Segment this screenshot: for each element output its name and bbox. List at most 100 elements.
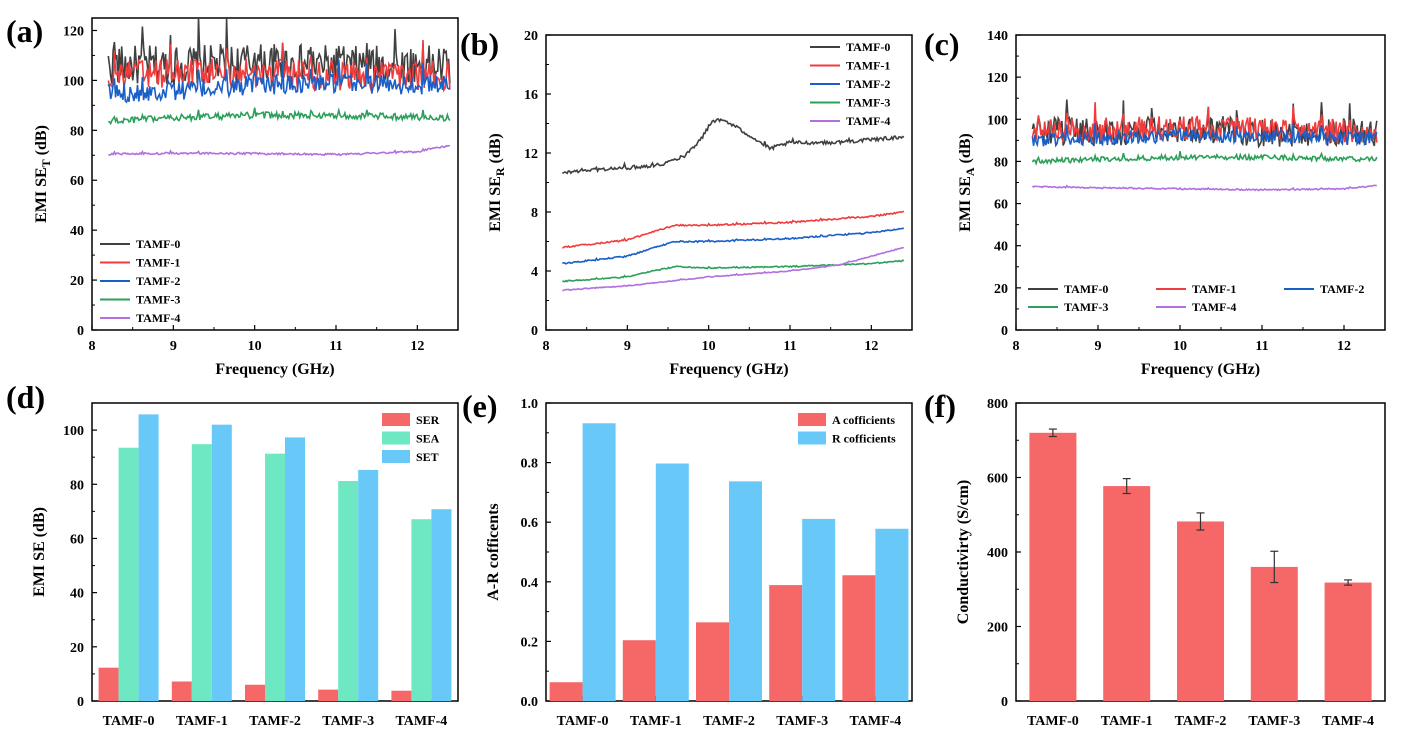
y-tick-label: 800 xyxy=(987,397,1008,412)
legend-label: TAMF-2 xyxy=(1320,282,1364,296)
series-line-tamf-3 xyxy=(562,259,905,283)
panel-label: (c) xyxy=(924,26,960,62)
legend-label: TAMF-0 xyxy=(1064,282,1108,296)
x-tick-label: TAMF-1 xyxy=(630,714,682,729)
x-tick-label: TAMF-2 xyxy=(703,714,755,729)
bar xyxy=(191,444,212,701)
x-tick-label: TAMF-4 xyxy=(1322,714,1374,729)
y-tick-label: 100 xyxy=(987,113,1008,128)
y-tick-label: 80 xyxy=(70,478,84,493)
y-axis-label: A-R cofficents xyxy=(485,503,502,600)
y-tick-label: 16 xyxy=(524,88,538,103)
bar xyxy=(1250,566,1298,701)
bar xyxy=(769,585,803,701)
panel-label: (f) xyxy=(924,388,956,424)
series-line-tamf-1 xyxy=(562,210,904,249)
bar xyxy=(171,681,192,701)
x-tick-label: 10 xyxy=(702,339,716,354)
y-tick-label: 100 xyxy=(63,74,84,89)
legend-swatch xyxy=(798,413,826,426)
x-tick-label: 8 xyxy=(1013,339,1020,354)
bar xyxy=(655,463,689,701)
x-tick-label: 10 xyxy=(248,339,262,354)
legend-label: TAMF-0 xyxy=(846,40,890,54)
x-tick-label: TAMF-3 xyxy=(776,714,828,729)
bar xyxy=(802,518,836,701)
y-tick-label: 0 xyxy=(531,324,538,339)
bar xyxy=(118,447,139,701)
y-tick-label: 4 xyxy=(531,265,538,280)
x-tick-label: 12 xyxy=(864,339,878,354)
y-tick-label: 100 xyxy=(63,424,84,439)
y-tick-label: 120 xyxy=(987,71,1008,86)
legend-label: SEA xyxy=(416,432,440,446)
bar xyxy=(622,640,656,701)
series-line-tamf-2 xyxy=(107,59,450,104)
panel-c: (c) 0 20 40 60 80 100 120 140 8 9 10 11 12 Frequency (… xyxy=(924,26,1386,378)
legend-swatch xyxy=(382,450,410,463)
legend-swatch xyxy=(382,413,410,426)
bar xyxy=(245,684,265,701)
y-tick-label: 40 xyxy=(994,240,1008,255)
bar xyxy=(98,667,119,701)
series-line-tamf-0 xyxy=(562,117,905,175)
legend-label: TAMF-1 xyxy=(846,59,890,73)
y-tick-label: 20 xyxy=(994,282,1008,297)
bar xyxy=(729,481,762,701)
panel-e: (e) 0.0 0.2 0.4 0.6 0.8 1.0 TAMF-0 TAMF-1 TAMF-2 T… xyxy=(462,388,913,729)
y-tick-label: 200 xyxy=(987,621,1008,636)
x-tick-label: TAMF-1 xyxy=(1101,714,1153,729)
x-tick-label: 9 xyxy=(170,339,177,354)
x-tick-label: TAMF-3 xyxy=(322,714,374,729)
legend-label: R cofficients xyxy=(832,432,896,446)
x-tick-label: 12 xyxy=(410,339,424,354)
y-tick-label: 40 xyxy=(70,224,84,239)
x-axis-label: Frequency (GHz) xyxy=(1141,361,1260,378)
y-tick-label: 0.8 xyxy=(521,457,539,472)
y-tick-label: 20 xyxy=(70,274,84,289)
y-tick-label: 0.2 xyxy=(521,635,539,650)
legend-swatch xyxy=(798,431,826,445)
bar xyxy=(338,481,359,701)
y-tick-label: 0.4 xyxy=(521,576,539,591)
y-axis-label: EMI SET (dB) xyxy=(33,125,53,223)
x-tick-label: 11 xyxy=(329,339,342,354)
panel-label: (d) xyxy=(6,379,45,415)
bar xyxy=(1103,486,1151,701)
bar xyxy=(582,423,616,701)
x-tick-label: TAMF-2 xyxy=(1175,714,1227,729)
legend-label: SER xyxy=(416,413,440,427)
y-tick-label: 0.0 xyxy=(521,695,539,710)
y-tick-label: 60 xyxy=(70,174,84,189)
y-tick-label: 20 xyxy=(524,29,538,44)
bar xyxy=(549,682,583,701)
series-line-tamf-3 xyxy=(1031,151,1378,166)
x-tick-label: 9 xyxy=(624,339,631,354)
x-tick-label: TAMF-0 xyxy=(103,714,155,729)
bar xyxy=(285,437,305,701)
bar xyxy=(265,453,285,701)
bar xyxy=(431,509,452,701)
series-line-tamf-4 xyxy=(108,144,450,157)
legend-label: A cofficients xyxy=(832,413,895,427)
legend-label: TAMF-2 xyxy=(846,77,890,91)
y-tick-label: 0.6 xyxy=(521,516,539,531)
x-tick-label: TAMF-0 xyxy=(557,714,609,729)
legend-label: TAMF-4 xyxy=(846,114,890,128)
legend-label: TAMF-4 xyxy=(1192,300,1236,314)
x-tick-label: 12 xyxy=(1337,339,1351,354)
y-tick-label: 400 xyxy=(987,546,1008,561)
y-axis-label: EMI SE (dB) xyxy=(31,507,48,597)
legend-swatch xyxy=(382,431,410,445)
series-line-tamf-4 xyxy=(1031,184,1377,192)
x-tick-label: TAMF-2 xyxy=(249,714,301,729)
x-tick-label: 11 xyxy=(1255,339,1268,354)
panel-a: (a) 0 20 40 60 80 100 120 8 9 10 11 12 Frequency (GHz… xyxy=(6,13,459,378)
bar xyxy=(696,622,729,701)
legend-label: TAMF-1 xyxy=(136,256,180,270)
x-tick-label: TAMF-4 xyxy=(395,714,447,729)
panel-label: (b) xyxy=(460,26,499,62)
bar xyxy=(358,469,379,701)
y-tick-label: 120 xyxy=(63,24,84,39)
